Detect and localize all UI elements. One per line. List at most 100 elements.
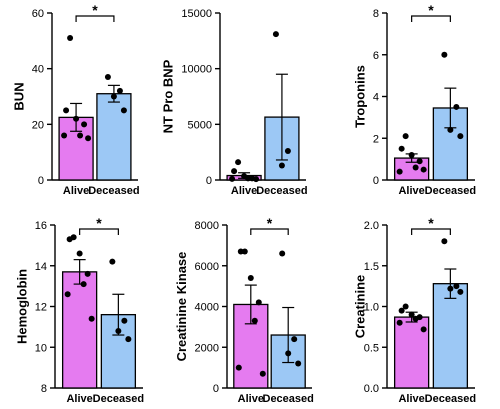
x-category-label: Alive <box>398 393 424 405</box>
y-tick-label: 10000 <box>181 64 212 76</box>
data-point-alive <box>420 166 427 173</box>
chart-panel-5: 0 2000 4000 6000 8000 Creatinine Kinase AliveD… <box>174 215 314 405</box>
y-tick-label: 1.5 <box>364 261 379 273</box>
y-tick-label: 2000 <box>195 342 219 354</box>
y-tick-label: 0 <box>373 175 379 187</box>
y-tick-label: 8 <box>41 383 47 395</box>
data-point-alive <box>253 176 260 183</box>
x-category-label: Alive <box>238 393 264 405</box>
y-axis-title: BUN <box>11 82 26 110</box>
y-tick-label: 40 <box>32 64 44 76</box>
data-point-alive <box>259 370 266 377</box>
y-tick-label: 0 <box>206 175 212 187</box>
y-tick-label: 4 <box>373 92 379 104</box>
data-point-deceased <box>279 250 286 257</box>
data-point-deceased <box>447 285 454 292</box>
y-tick-label: 6000 <box>195 261 219 273</box>
data-point-alive <box>63 107 70 114</box>
y-tick-label: 0.0 <box>364 383 379 395</box>
data-point-deceased <box>121 317 128 324</box>
x-category-label: Deceased <box>425 185 476 197</box>
data-point-deceased <box>441 238 448 245</box>
y-tick-label: 6 <box>373 50 379 62</box>
data-point-deceased <box>116 87 123 94</box>
data-point-deceased <box>284 148 291 155</box>
x-category-label: Alive <box>63 185 89 197</box>
data-point-alive <box>255 299 262 306</box>
significance-bracket <box>79 228 119 235</box>
x-category-label: Alive <box>231 185 257 197</box>
data-point-deceased <box>104 74 111 81</box>
significance-bracket <box>75 15 115 22</box>
data-point-alive <box>398 307 405 314</box>
y-tick-label: 8 <box>373 8 379 20</box>
data-point-alive <box>88 315 95 322</box>
chart-panel-6: 0.0 0.5 1.0 1.5 2.0 Creatinine Alive Deceased * <box>353 215 476 405</box>
significance-marker: * <box>96 215 102 231</box>
x-category-label: Alive <box>66 393 92 405</box>
y-tick-label: 10 <box>35 342 47 354</box>
data-point-deceased <box>295 360 302 367</box>
data-point-deceased <box>441 51 448 58</box>
data-point-alive <box>251 317 258 324</box>
data-point-deceased <box>457 133 464 140</box>
significance-marker: * <box>428 2 434 18</box>
y-tick-label: 0 <box>213 383 219 395</box>
y-tick-label: 20 <box>32 119 44 131</box>
data-point-alive <box>245 175 252 182</box>
data-point-alive <box>73 115 80 122</box>
y-tick-label: 4000 <box>195 302 219 314</box>
data-point-alive <box>408 311 415 318</box>
x-category-label: Deceased <box>425 393 476 405</box>
y-axis-title: Troponins <box>353 65 368 128</box>
chart-panel-4: 8 10 12 14 16 Hemoglobin Alive Deceased * <box>14 215 144 405</box>
data-point-deceased <box>272 31 279 38</box>
data-point-alive <box>408 151 415 158</box>
y-axis-title: Creatinine Kinase <box>174 252 189 362</box>
data-point-alive <box>412 164 419 171</box>
x-category-label: Deceased <box>256 185 307 197</box>
y-tick-label: 15000 <box>181 8 212 20</box>
y-tick-label: 16 <box>35 220 47 232</box>
significance-marker: * <box>92 2 98 18</box>
data-point-deceased <box>291 336 298 343</box>
data-point-deceased <box>278 162 285 169</box>
y-axis-title: Creatinine <box>353 275 368 339</box>
bar-deceased <box>432 283 469 389</box>
data-point-alive <box>64 291 71 298</box>
chart-panel-2: 0 5000 10000 15000 NT Pro BNP Alive Deceased <box>161 8 308 197</box>
data-point-alive <box>77 132 84 139</box>
data-point-alive <box>76 250 83 257</box>
significance-bracket <box>411 15 451 22</box>
data-point-alive <box>237 248 244 255</box>
data-point-deceased <box>453 103 460 110</box>
data-point-alive <box>84 270 91 277</box>
x-category-label: Deceased <box>88 185 139 197</box>
significance-marker: * <box>267 215 273 231</box>
y-tick-label: 0 <box>38 175 44 187</box>
data-point-deceased <box>110 93 117 100</box>
data-point-deceased <box>125 336 132 343</box>
x-category-label: Deceased <box>93 393 144 405</box>
data-point-deceased <box>453 283 460 290</box>
data-point-alive <box>231 168 238 175</box>
data-point-deceased <box>109 258 116 265</box>
y-tick-label: 5000 <box>188 119 212 131</box>
y-axis-title: Hemoglobin <box>14 269 29 344</box>
data-point-alive <box>235 364 242 371</box>
y-tick-label: 60 <box>32 8 44 20</box>
bar-deceased <box>96 93 132 181</box>
x-category-label: Deceased <box>263 393 314 405</box>
data-point-deceased <box>285 350 292 357</box>
data-point-alive <box>61 132 68 139</box>
data-point-alive <box>81 121 88 128</box>
data-point-alive <box>85 135 92 142</box>
data-point-alive <box>67 35 74 42</box>
y-axis-title: NT Pro BNP <box>161 59 176 133</box>
y-tick-label: 2.0 <box>364 220 379 232</box>
data-point-alive <box>416 158 423 165</box>
significance-bracket <box>250 228 289 235</box>
data-point-alive <box>247 274 254 281</box>
data-point-alive <box>396 319 403 326</box>
